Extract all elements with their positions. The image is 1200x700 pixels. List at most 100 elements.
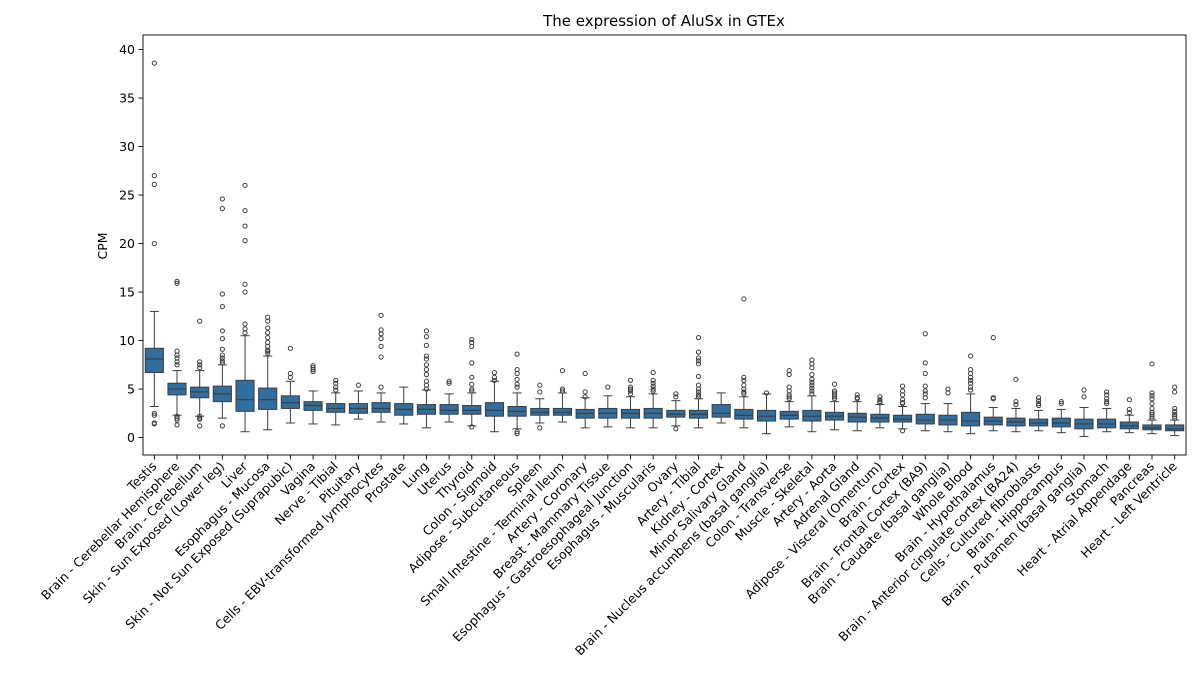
outlier-point bbox=[695, 358, 702, 364]
box-group bbox=[212, 196, 232, 429]
outlier-point bbox=[650, 380, 656, 386]
outlier-point bbox=[355, 382, 362, 388]
outlier-point bbox=[559, 368, 566, 374]
y-axis-label: CPM bbox=[95, 232, 110, 259]
outlier-point bbox=[809, 371, 815, 378]
outlier-point bbox=[151, 410, 157, 416]
outlier-point bbox=[423, 342, 430, 348]
outlier-point bbox=[922, 383, 928, 389]
outlier-point bbox=[174, 280, 180, 286]
outlier-point bbox=[741, 386, 747, 392]
y-tick-label: 0 bbox=[127, 430, 135, 445]
outlier-point bbox=[469, 374, 475, 381]
outlier-point bbox=[1126, 397, 1132, 403]
iqr-box bbox=[915, 413, 935, 425]
box-group bbox=[280, 345, 300, 424]
outlier-point bbox=[242, 321, 248, 327]
y-tick-label: 10 bbox=[119, 333, 135, 348]
iqr-box bbox=[484, 402, 505, 417]
outlier-point bbox=[469, 386, 475, 392]
outlier-point bbox=[1058, 399, 1064, 405]
box-group bbox=[688, 335, 709, 429]
outlier-point bbox=[922, 388, 928, 394]
outlier-point bbox=[695, 392, 702, 398]
outlier-point bbox=[922, 395, 928, 401]
outlier-point bbox=[990, 335, 996, 341]
outlier-point bbox=[491, 374, 498, 381]
y-axis: 0 5 10 15 20 25 30 35 40 bbox=[119, 42, 143, 445]
box-group bbox=[643, 369, 663, 429]
outlier-point bbox=[627, 391, 634, 397]
outlier-point bbox=[695, 361, 702, 367]
outlier-point bbox=[514, 429, 520, 435]
outlier-point bbox=[310, 368, 316, 375]
outlier-point bbox=[514, 384, 520, 390]
outlier-point bbox=[695, 389, 702, 395]
outlier-point bbox=[1149, 413, 1155, 419]
box-group bbox=[598, 384, 618, 428]
box-group bbox=[439, 378, 459, 423]
outlier-point bbox=[1013, 399, 1019, 405]
outlier-point bbox=[922, 331, 928, 337]
outlier-point bbox=[741, 374, 747, 381]
outlier-point bbox=[378, 384, 384, 390]
box-group bbox=[802, 357, 822, 433]
outlier-point bbox=[174, 417, 180, 423]
outlier-point bbox=[1058, 400, 1064, 407]
outlier-point bbox=[741, 296, 747, 302]
outlier-point bbox=[650, 369, 656, 376]
box-group bbox=[1074, 387, 1094, 438]
outlier-point bbox=[1149, 400, 1155, 407]
outlier-point bbox=[151, 60, 157, 66]
outlier-point bbox=[423, 334, 430, 340]
outlier-point bbox=[627, 377, 634, 383]
outlier-point bbox=[378, 312, 384, 318]
box-group bbox=[462, 336, 482, 430]
outlier-point bbox=[1081, 387, 1087, 393]
outlier-point bbox=[219, 336, 225, 342]
box-group bbox=[961, 353, 981, 435]
outlier-point bbox=[695, 386, 702, 392]
chart-title: The expression of AluSx in GTEx bbox=[542, 12, 785, 30]
box-group bbox=[1006, 376, 1026, 433]
box-group bbox=[394, 386, 414, 425]
box-group bbox=[1142, 361, 1162, 435]
outlier-point bbox=[582, 394, 588, 400]
outlier-point bbox=[1172, 413, 1178, 419]
outlier-point bbox=[219, 423, 225, 429]
outlier-point bbox=[786, 371, 792, 378]
outlier-point bbox=[333, 387, 339, 393]
outlier-point bbox=[514, 376, 520, 382]
outlier-point bbox=[582, 370, 588, 377]
box-group bbox=[1029, 395, 1049, 432]
box-group bbox=[779, 368, 799, 428]
outlier-point bbox=[809, 391, 815, 397]
outlier-point bbox=[627, 388, 634, 394]
outlier-point bbox=[514, 431, 520, 437]
outlier-point bbox=[1036, 398, 1042, 404]
outlier-point bbox=[650, 386, 656, 392]
boxes-layer bbox=[144, 60, 1185, 438]
outlier-point bbox=[831, 394, 838, 400]
outlier-point bbox=[378, 354, 384, 360]
box-group bbox=[1051, 399, 1071, 434]
outlier-point bbox=[423, 353, 430, 359]
box-group bbox=[915, 331, 935, 432]
outlier-point bbox=[786, 394, 792, 400]
outlier-point bbox=[673, 426, 679, 432]
outlier-point bbox=[899, 383, 906, 389]
outlier-point bbox=[877, 397, 883, 403]
box-group bbox=[167, 278, 187, 428]
box-group bbox=[575, 370, 595, 429]
outlier-point bbox=[877, 400, 883, 406]
outlier-point bbox=[333, 377, 339, 383]
outlier-point bbox=[265, 335, 271, 341]
outlier-point bbox=[695, 349, 702, 355]
outlier-point bbox=[333, 384, 339, 390]
outlier-point bbox=[219, 346, 225, 352]
outlier-point bbox=[786, 396, 792, 402]
outlier-point bbox=[809, 385, 815, 391]
outlier-point bbox=[219, 303, 225, 310]
outlier-point bbox=[1172, 389, 1178, 395]
